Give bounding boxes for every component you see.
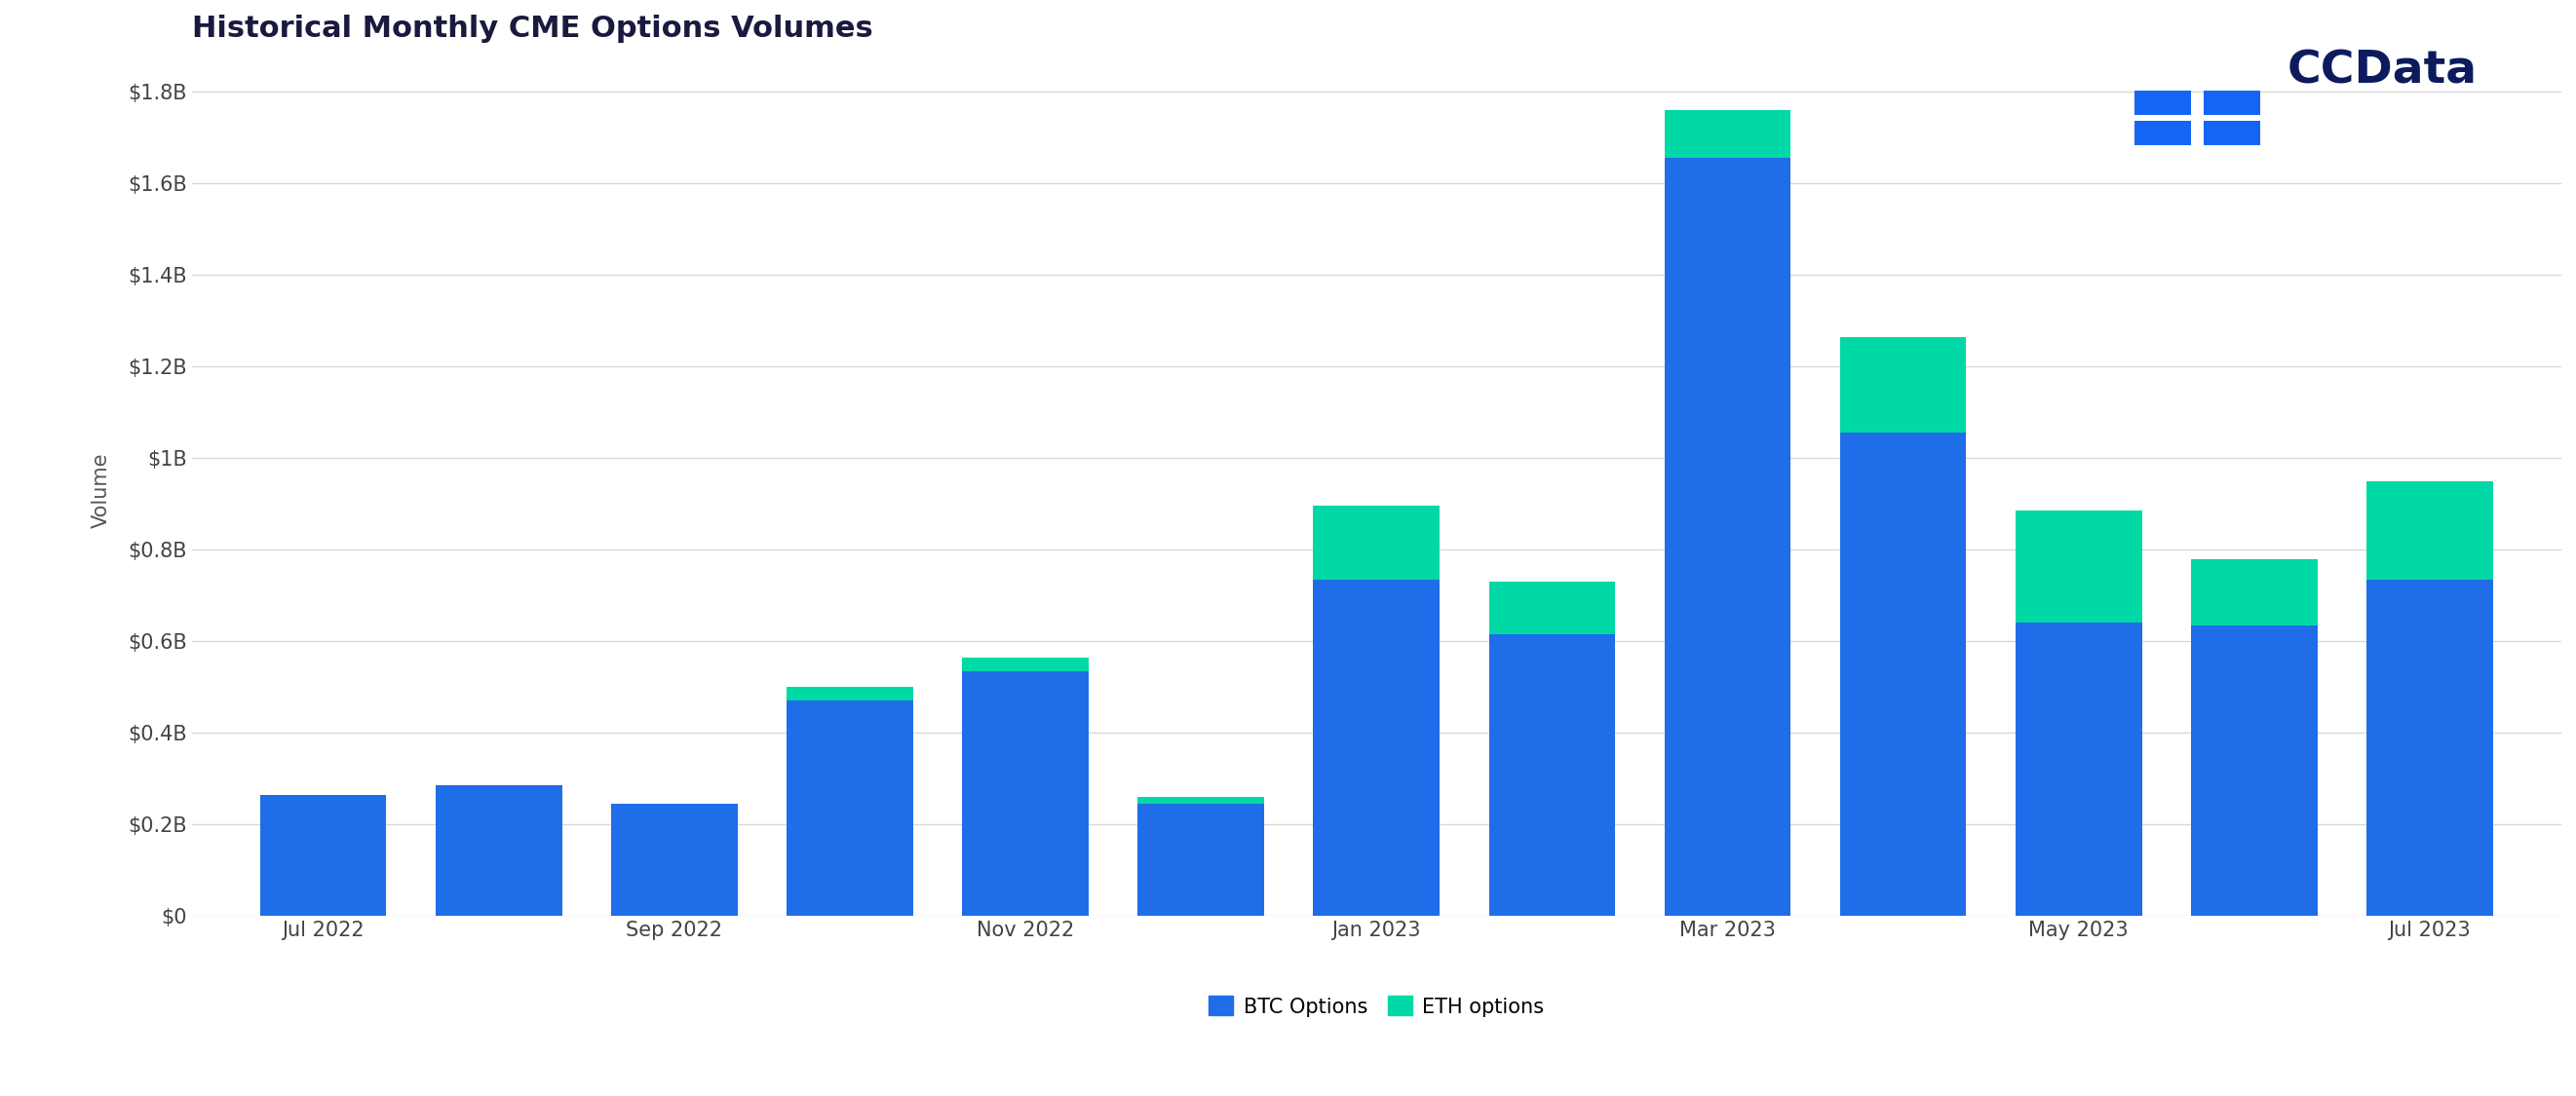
Bar <box>1489 635 1615 916</box>
Bar <box>1489 582 1615 635</box>
Bar <box>2367 580 2494 916</box>
Text: CCData: CCData <box>2287 49 2478 93</box>
Bar <box>1139 803 1265 916</box>
Bar <box>963 658 1090 671</box>
Bar <box>1839 336 1965 433</box>
Bar <box>1664 158 1790 916</box>
Bar <box>2367 481 2494 580</box>
Bar <box>611 803 737 916</box>
Bar <box>786 687 912 700</box>
Bar <box>1314 580 1440 916</box>
Text: Historical Monthly CME Options Volumes: Historical Monthly CME Options Volumes <box>191 14 873 43</box>
Legend: BTC Options, ETH options: BTC Options, ETH options <box>1208 996 1543 1017</box>
Bar <box>1314 506 1440 580</box>
Bar <box>2192 559 2318 625</box>
Bar <box>435 786 562 916</box>
Bar <box>1839 433 1965 916</box>
Bar <box>2192 625 2318 916</box>
Y-axis label: Volume: Volume <box>93 453 111 528</box>
Bar <box>786 700 912 916</box>
Bar <box>1664 110 1790 158</box>
Bar <box>2014 511 2141 623</box>
Bar <box>1139 797 1265 803</box>
Bar <box>260 795 386 916</box>
Bar <box>2014 623 2141 916</box>
Bar <box>963 671 1090 916</box>
